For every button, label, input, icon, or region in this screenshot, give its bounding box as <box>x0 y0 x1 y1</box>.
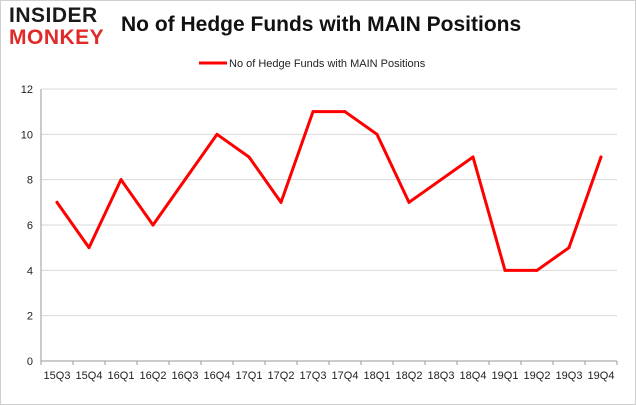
logo-line-2: MONKEY <box>9 26 105 49</box>
series <box>55 110 603 272</box>
x-tick-label: 16Q2 <box>140 370 167 382</box>
data-point <box>439 178 443 182</box>
data-point <box>503 268 507 272</box>
y-tick-label: 12 <box>21 84 33 96</box>
axes <box>40 89 618 365</box>
data-point <box>599 155 603 159</box>
data-point <box>375 132 379 136</box>
y-tick-label: 4 <box>27 265 33 277</box>
y-tick-label: 0 <box>27 356 33 368</box>
y-axis-ticks: 0 2 4 6 8 10 12 <box>21 84 33 368</box>
series-line <box>55 110 603 272</box>
data-point <box>407 200 411 204</box>
x-tick-label: 17Q2 <box>268 370 295 382</box>
insider-monkey-logo: INSIDER MONKEY <box>9 5 117 48</box>
data-point <box>311 110 315 114</box>
y-tick-label: 8 <box>27 175 33 187</box>
y-tick-label: 10 <box>21 129 33 141</box>
x-tick-label: 18Q2 <box>396 370 423 382</box>
data-point <box>247 155 251 159</box>
data-point <box>151 223 155 227</box>
x-tick-label: 16Q3 <box>172 370 199 382</box>
data-point <box>183 178 187 182</box>
x-tick-label: 15Q3 <box>44 370 71 382</box>
data-point <box>87 246 91 250</box>
x-tick-label: 18Q3 <box>428 370 455 382</box>
data-point <box>471 155 475 159</box>
x-tick-label: 18Q4 <box>460 370 487 382</box>
x-tick-label: 19Q1 <box>492 370 519 382</box>
logo-line-1: INSIDER <box>9 4 98 27</box>
x-tick-label: 17Q1 <box>236 370 263 382</box>
data-point <box>343 110 347 114</box>
data-point <box>55 200 59 204</box>
data-point <box>279 200 283 204</box>
x-tick-label: 17Q3 <box>300 370 327 382</box>
x-tick-label: 19Q4 <box>588 370 615 382</box>
data-point <box>535 268 539 272</box>
legend-label: No of Hedge Funds with MAIN Positions <box>229 58 426 70</box>
x-tick-label: 16Q4 <box>204 370 231 382</box>
x-tick-label: 19Q2 <box>524 370 551 382</box>
x-tick-label: 17Q4 <box>332 370 359 382</box>
x-tick-label: 19Q3 <box>556 370 583 382</box>
x-tick-label: 18Q1 <box>364 370 391 382</box>
chart-title: No of Hedge Funds with MAIN Positions <box>121 13 522 36</box>
legend: No of Hedge Funds with MAIN Positions <box>199 58 426 70</box>
gridlines <box>41 88 617 317</box>
data-point <box>215 132 219 136</box>
x-tick-label: 16Q1 <box>108 370 135 382</box>
data-point <box>119 178 123 182</box>
x-axis-ticks: 15Q3 15Q4 16Q1 16Q2 16Q3 16Q4 17Q1 17Q2 17Q3 17Q4… <box>44 370 615 382</box>
x-tick-label: 15Q4 <box>76 370 103 382</box>
y-tick-label: 2 <box>27 311 33 323</box>
y-tick-label: 6 <box>27 220 33 232</box>
data-point <box>567 246 571 250</box>
